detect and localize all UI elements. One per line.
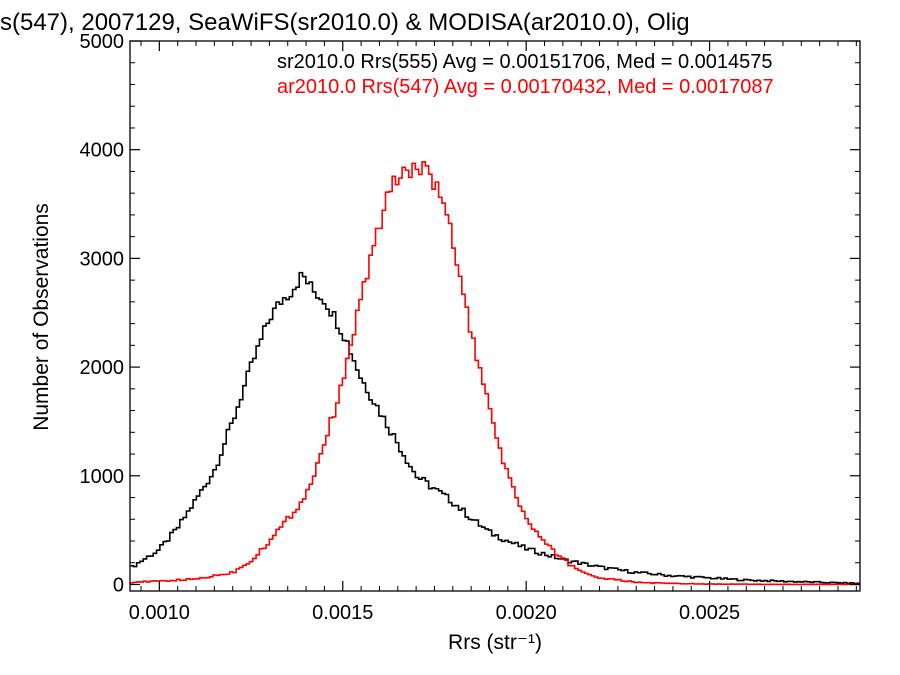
- y-tick-label: 1000: [80, 466, 125, 488]
- y-tick-label: 5000: [80, 31, 125, 53]
- series-line-2: [130, 161, 860, 586]
- x-tick-label: 0.0015: [312, 602, 373, 624]
- plot-frame: [129, 40, 861, 592]
- legend-entry-1: sr2010.0 Rrs(555) Avg = 0.00151706, Med …: [277, 51, 773, 73]
- x-tick-label: 0.0020: [496, 602, 557, 624]
- y-tick-label: 4000: [80, 140, 125, 162]
- x-tick-label: 0.0025: [679, 602, 740, 624]
- series-line-1: [130, 271, 860, 585]
- y-axis-label: Number of Observations: [30, 203, 53, 431]
- y-tick-label: 0: [113, 574, 124, 596]
- legend-entry-2: ar2010.0 Rrs(547) Avg = 0.00170432, Med …: [277, 76, 774, 98]
- y-tick-label: 2000: [80, 357, 125, 379]
- axes-ticks: 0.0010 0.0015 0.0020 0.0025 0 1000 2000 3000 400…: [80, 31, 860, 624]
- x-axis-label: Rrs (str⁻¹): [448, 631, 542, 654]
- x-tick-label: 0.0010: [129, 602, 190, 624]
- y-tick-label: 3000: [80, 248, 125, 270]
- plot-area: [130, 161, 860, 586]
- chart-title: rs(547), 2007129, SeaWiFS(sr2010.0) & MO…: [0, 9, 690, 36]
- legend: sr2010.0 Rrs(555) Avg = 0.00151706, Med …: [277, 51, 774, 98]
